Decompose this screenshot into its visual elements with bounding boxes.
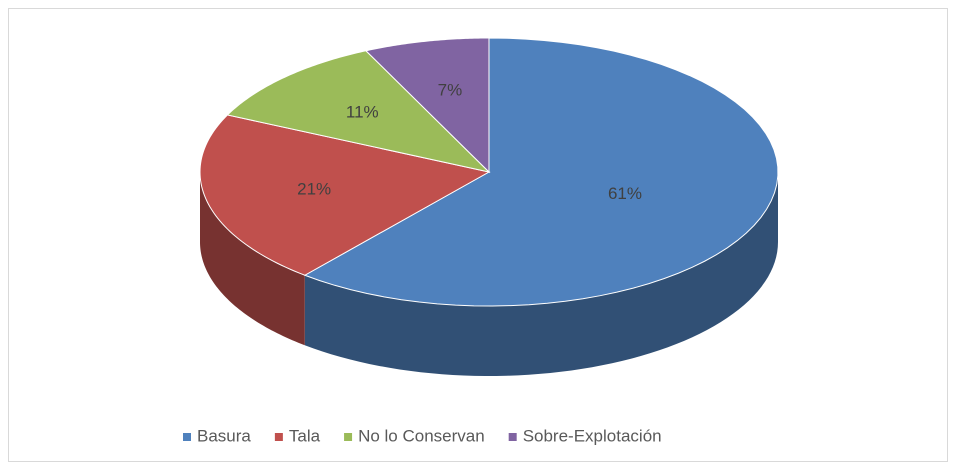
pie-slice (303, 37, 779, 307)
legend-label: Sobre-Explotación (523, 426, 662, 445)
legend-swatch (183, 433, 191, 441)
legend-swatch (274, 433, 283, 441)
legend-swatch (508, 433, 517, 441)
pie-slice (199, 114, 491, 276)
pie-side (304, 172, 778, 376)
legend-label: Basura (197, 426, 251, 445)
legend-label: Tala (289, 426, 321, 445)
data-label: 11% (346, 103, 379, 122)
data-label: 21% (297, 180, 331, 199)
data-label: 61% (608, 184, 642, 203)
data-label: 7% (438, 80, 463, 99)
legend-label: No lo Conservan (358, 426, 485, 445)
pie-side (200, 172, 305, 346)
pie-slice (364, 37, 490, 174)
legend-swatch (344, 433, 353, 441)
pie-slice (226, 50, 491, 173)
